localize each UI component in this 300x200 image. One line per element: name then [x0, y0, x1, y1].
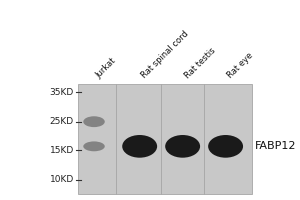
- Text: 15KD: 15KD: [50, 146, 74, 155]
- Text: 25KD: 25KD: [50, 117, 74, 126]
- Text: Rat spinal cord: Rat spinal cord: [140, 29, 190, 80]
- Ellipse shape: [122, 135, 157, 158]
- Text: 35KD: 35KD: [50, 88, 74, 97]
- Ellipse shape: [208, 135, 243, 158]
- Text: FABP12: FABP12: [255, 141, 297, 151]
- Bar: [78, 84, 252, 194]
- Text: Rat testis: Rat testis: [183, 46, 217, 80]
- Text: Jurkat: Jurkat: [94, 57, 118, 80]
- Ellipse shape: [83, 141, 105, 151]
- Text: Rat eye: Rat eye: [226, 51, 255, 80]
- Ellipse shape: [165, 135, 200, 158]
- Ellipse shape: [83, 116, 105, 127]
- Text: 10KD: 10KD: [50, 175, 74, 184]
